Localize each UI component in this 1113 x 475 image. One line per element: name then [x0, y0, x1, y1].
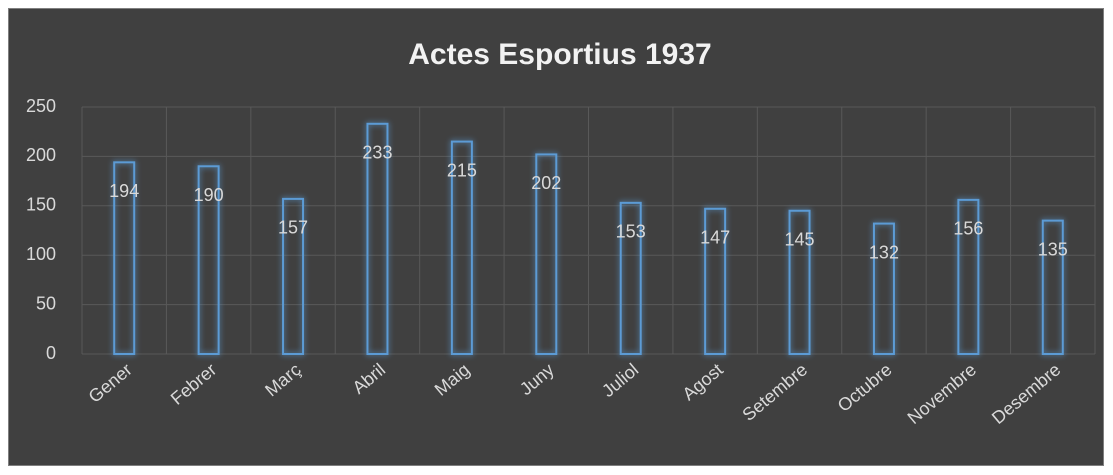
- data-label: 145: [785, 229, 815, 249]
- data-label: 132: [869, 242, 899, 262]
- bar: [704, 207, 727, 355]
- data-label: 157: [278, 218, 308, 238]
- data-label: 233: [362, 143, 392, 163]
- data-label: 194: [109, 181, 139, 201]
- data-label: 135: [1038, 239, 1068, 259]
- data-label: 190: [194, 185, 224, 205]
- bar: [450, 140, 473, 355]
- data-label: 202: [531, 173, 561, 193]
- bar: [872, 222, 895, 355]
- chart-title: Actes Esportius 1937: [408, 38, 711, 71]
- data-label: 147: [700, 228, 730, 248]
- bar: [619, 201, 642, 355]
- data-label: 153: [616, 222, 646, 242]
- data-label: 156: [953, 219, 983, 239]
- y-tick-label: 50: [36, 293, 56, 313]
- y-tick-label: 150: [26, 195, 56, 215]
- bar: [957, 198, 980, 355]
- y-tick-label: 250: [26, 96, 56, 116]
- bar: [535, 153, 558, 355]
- data-label: 215: [447, 160, 477, 180]
- bar: [282, 197, 305, 355]
- y-tick-label: 200: [26, 145, 56, 165]
- y-tick-label: 100: [26, 244, 56, 264]
- y-tick-label: 0: [46, 343, 56, 363]
- bar: [788, 209, 811, 355]
- bar: [1041, 219, 1064, 355]
- bar: [197, 165, 220, 355]
- bar: [113, 161, 136, 355]
- bar: [366, 122, 389, 355]
